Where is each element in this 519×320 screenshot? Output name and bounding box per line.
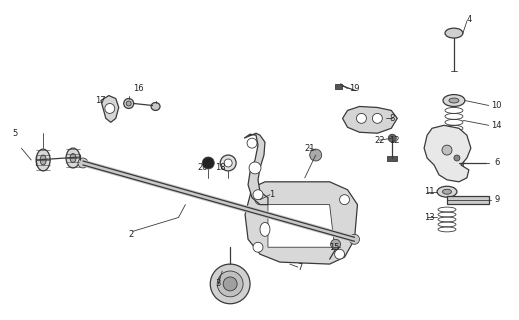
Text: 7: 7 (297, 263, 303, 272)
Text: 13: 13 (424, 213, 434, 222)
Circle shape (249, 162, 261, 174)
Text: 2: 2 (128, 230, 133, 239)
Circle shape (255, 195, 265, 204)
Ellipse shape (224, 159, 232, 167)
Ellipse shape (443, 95, 465, 107)
Text: 6: 6 (494, 158, 499, 167)
Text: 21: 21 (305, 144, 315, 153)
Polygon shape (424, 125, 471, 182)
Circle shape (223, 277, 237, 291)
Ellipse shape (40, 155, 46, 165)
Text: 11: 11 (424, 187, 434, 196)
Circle shape (78, 158, 88, 168)
Text: 12: 12 (389, 136, 400, 145)
Text: 20: 20 (197, 164, 208, 172)
Circle shape (388, 134, 397, 142)
Text: 9: 9 (494, 195, 499, 204)
Circle shape (310, 149, 322, 161)
Ellipse shape (126, 101, 131, 106)
Text: 16: 16 (133, 84, 144, 93)
Polygon shape (244, 133, 268, 204)
Ellipse shape (458, 159, 464, 167)
Text: 18: 18 (215, 164, 226, 172)
Ellipse shape (124, 99, 134, 108)
Ellipse shape (445, 28, 463, 38)
Circle shape (253, 242, 263, 252)
Circle shape (217, 271, 243, 297)
Text: 1: 1 (269, 190, 275, 199)
Text: 8: 8 (390, 114, 395, 123)
Text: 15: 15 (330, 243, 340, 252)
Ellipse shape (220, 155, 236, 171)
Circle shape (253, 190, 263, 200)
Text: 3: 3 (215, 279, 221, 288)
Circle shape (349, 234, 360, 244)
Circle shape (442, 145, 452, 155)
Bar (335, 84, 342, 89)
Text: 22: 22 (374, 136, 385, 145)
Circle shape (202, 157, 214, 169)
Bar (447, 196, 489, 204)
Ellipse shape (437, 186, 457, 197)
Bar (387, 156, 397, 161)
Circle shape (331, 239, 340, 249)
Ellipse shape (70, 154, 76, 163)
Text: 19: 19 (349, 84, 360, 93)
Circle shape (210, 264, 250, 304)
Circle shape (454, 155, 460, 161)
Ellipse shape (260, 222, 270, 236)
Circle shape (335, 249, 345, 259)
Ellipse shape (449, 98, 459, 103)
Circle shape (357, 113, 366, 123)
Ellipse shape (443, 189, 452, 194)
Polygon shape (101, 96, 119, 122)
Text: 5: 5 (12, 129, 18, 138)
Text: 14: 14 (491, 121, 502, 130)
Polygon shape (245, 182, 358, 264)
Circle shape (247, 138, 257, 148)
Circle shape (339, 195, 349, 204)
Polygon shape (268, 204, 335, 247)
Text: 10: 10 (491, 101, 502, 110)
Ellipse shape (66, 148, 80, 168)
Polygon shape (343, 107, 397, 133)
Circle shape (373, 113, 383, 123)
Ellipse shape (151, 102, 160, 110)
Circle shape (105, 103, 115, 113)
Text: 4: 4 (466, 15, 471, 24)
Ellipse shape (36, 149, 50, 171)
Text: 17: 17 (95, 96, 106, 105)
